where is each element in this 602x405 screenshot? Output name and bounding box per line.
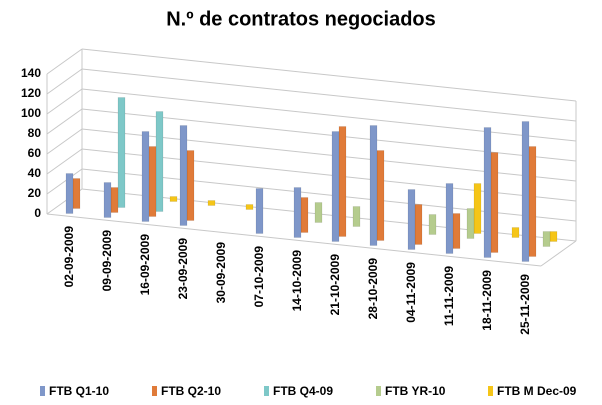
grid-line [46,68,83,95]
x-tick-label: 02-09-2009 [62,226,76,288]
bar [331,131,340,242]
legend-swatch [264,386,269,396]
bar [169,196,178,202]
legend-label: FTB M Dec-09 [497,384,577,398]
bar [155,111,164,212]
x-tick-label: 04-11-2009 [404,262,418,323]
bar [314,202,323,223]
grid-line [46,88,83,115]
legend-label: FTB Q4-09 [273,384,333,398]
bar [521,121,530,262]
x-tick-label: 18-11-2009 [480,270,494,331]
bar [186,150,195,221]
bar [376,150,385,241]
bar [245,204,254,210]
bar [511,227,520,238]
grid-line [46,148,83,175]
bar [542,231,551,247]
bar [293,187,302,238]
chart-title: N.º de contratos negociados [166,8,436,30]
y-tick-label: 40 [28,166,42,180]
bar [103,182,112,218]
bar [473,183,482,234]
y-tick-label: 60 [28,146,42,160]
bar [428,214,437,235]
bar [179,125,188,226]
grid-line [81,48,577,102]
x-tick-label: 28-10-2009 [366,258,380,320]
x-tick-label: 25-11-2009 [518,274,532,335]
grid-line [81,68,577,122]
bar [483,127,492,258]
x-tick-label: 30-09-2009 [214,242,228,304]
x-tick-label: 11-11-2009 [442,266,456,326]
labels: 0 20 40 60 80 100 120 140 02-09-2009 09-09-2009 16… [21,66,532,335]
bar [414,204,423,245]
bar [369,125,378,246]
bar [549,231,558,242]
x-tick-label: 16-09-2009 [138,234,152,296]
floor-edge [540,240,577,267]
grid [46,48,577,267]
grid-line [46,108,83,135]
bar [65,173,74,214]
floor-edge [46,213,542,267]
bar [300,197,309,233]
bar [466,208,475,239]
bar [490,152,499,253]
y-tick-label: 80 [28,126,42,140]
grid-line [46,128,83,155]
legend-label: FTB Q1-10 [49,384,109,398]
y-tick-label: 120 [21,86,41,100]
legend-swatch [376,386,381,396]
y-tick-label: 100 [21,106,41,120]
grid-line [46,168,83,195]
bar [255,188,264,234]
legend-swatch [152,386,157,396]
legend-label: FTB YR-10 [385,384,446,398]
legend-swatch [488,386,493,396]
x-tick-label: 14-10-2009 [290,250,304,312]
bar [352,206,361,227]
bar [452,213,461,249]
legend-swatch [40,386,45,396]
bar [338,126,347,237]
y-tick-label: 140 [21,66,41,80]
legend-label: FTB Q2-10 [161,384,221,398]
bar [207,200,216,206]
y-tick-label: 0 [34,206,41,220]
bar [148,146,157,217]
grid-line [81,88,577,142]
x-tick-label: 07-10-2009 [252,246,266,308]
bar [445,183,454,254]
y-tick-label: 20 [28,186,42,200]
bar [117,97,126,208]
bar [141,131,150,222]
bars [65,97,558,262]
bar [72,178,81,209]
bar [407,189,416,250]
bar [528,146,537,257]
legend: FTB Q1-10 FTB Q2-10 FTB Q4-09 FTB YR-10 FTB … [40,384,577,398]
x-tick-label: 21-10-2009 [328,254,342,316]
grid-line [81,108,577,162]
x-tick-label: 09-09-2009 [100,230,114,292]
grid-line [46,48,83,75]
x-tick-label: 23-09-2009 [176,238,190,300]
bar [110,187,119,213]
